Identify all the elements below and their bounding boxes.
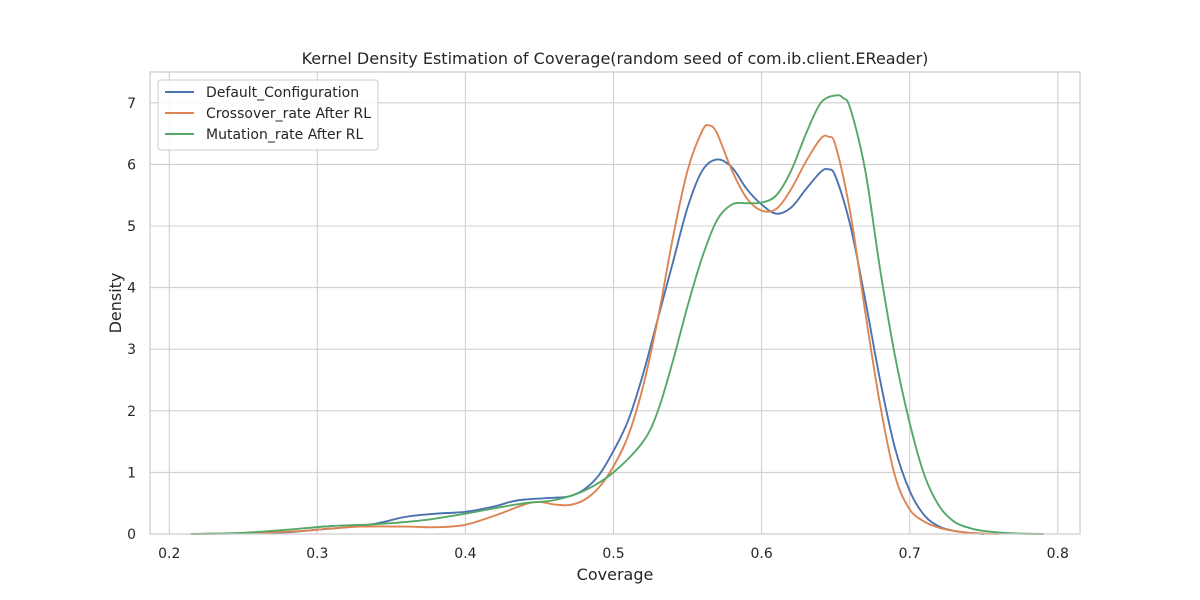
x-tick-label: 0.6 — [750, 546, 772, 562]
x-tick-label: 0.8 — [1047, 546, 1069, 562]
legend-label-default-configuration: Default_Configuration — [206, 85, 359, 101]
y-tick-label: 1 — [127, 465, 136, 481]
series-layer — [190, 94, 1044, 535]
x-tick-labels: 0.2 0.3 0.4 0.5 0.6 0.7 0.8 — [158, 546, 1069, 562]
series-line-default-configuration — [190, 158, 985, 535]
y-tick-label: 7 — [127, 96, 136, 112]
legend: Default_Configuration Crossover_rate Afte… — [157, 79, 379, 151]
x-tick-label: 0.7 — [899, 546, 921, 562]
y-tick-label: 2 — [127, 404, 136, 420]
y-tick-label: 4 — [127, 281, 136, 297]
legend-label-crossover-rate-after-rl: Crossover_rate After RL — [206, 106, 371, 122]
y-tick-label: 5 — [127, 219, 136, 235]
y-tick-label: 0 — [127, 527, 136, 543]
y-tick-label: 3 — [127, 342, 136, 358]
y-tick-label: 6 — [127, 157, 136, 173]
legend-label-mutation-rate-after-rl: Mutation_rate After RL — [206, 127, 364, 143]
x-tick-label: 0.3 — [306, 546, 328, 562]
legend-box — [157, 79, 379, 151]
chart-title: Kernel Density Estimation of Coverage(ra… — [302, 49, 929, 68]
x-tick-label: 0.5 — [602, 546, 624, 562]
series-line-crossover-rate-after-rl — [197, 124, 1000, 535]
series-line-mutation-rate-after-rl — [190, 94, 1044, 535]
plot-frame — [149, 71, 1081, 535]
y-axis-label: Density — [106, 273, 125, 334]
y-tick-labels: 0 1 2 3 4 5 6 7 — [127, 96, 136, 543]
x-axis-label: Coverage — [577, 565, 654, 584]
x-tick-label: 0.2 — [158, 546, 180, 562]
x-tick-label: 0.4 — [454, 546, 476, 562]
